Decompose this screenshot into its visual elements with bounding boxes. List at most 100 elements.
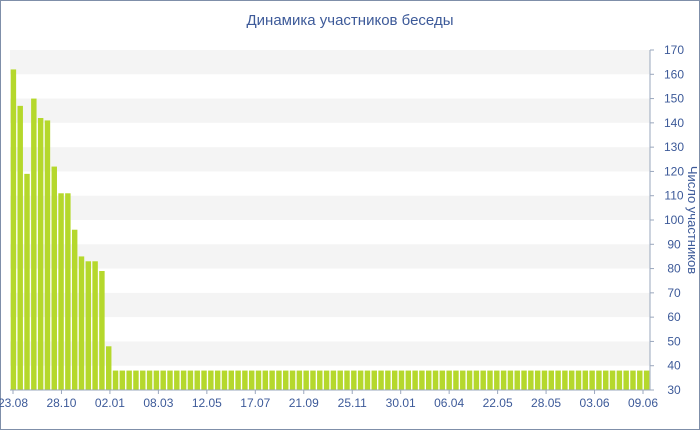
bar: [643, 370, 650, 390]
bar: [92, 261, 98, 390]
bar: [344, 370, 350, 390]
bar: [283, 370, 289, 390]
bar: [494, 370, 500, 390]
grid-band: [10, 147, 650, 172]
y-axis-title: Число участников: [685, 166, 700, 274]
bar: [364, 370, 371, 390]
grid-band: [10, 244, 650, 269]
bar: [357, 370, 364, 390]
bar: [487, 370, 493, 390]
bar: [507, 370, 514, 390]
chart-title: Динамика участников беседы: [246, 12, 454, 29]
x-tick-label: 23.08: [0, 396, 28, 410]
bar: [432, 370, 439, 390]
bar: [589, 370, 595, 390]
bar: [466, 370, 473, 390]
bar: [330, 370, 337, 390]
bar: [17, 105, 23, 390]
y-tick-label: 120: [664, 164, 684, 178]
grid-band: [10, 98, 650, 123]
y-tick-label: 40: [667, 359, 681, 373]
grid-band: [10, 292, 650, 318]
x-tick-label: 12.05: [192, 396, 222, 410]
bar: [371, 370, 377, 390]
bar: [71, 229, 78, 390]
grid-band: [10, 341, 650, 366]
bar: [323, 370, 330, 390]
x-tick-label: 02.01: [95, 396, 125, 410]
bar: [140, 370, 146, 390]
x-tick-label: 28.05: [531, 396, 561, 410]
bar: [51, 166, 57, 390]
bar: [174, 370, 180, 390]
bar: [514, 370, 520, 390]
bar: [208, 370, 214, 390]
bar: [112, 370, 119, 390]
y-tick-label: 170: [664, 43, 684, 57]
x-tick-label: 21.09: [289, 396, 319, 410]
y-tick-label: 160: [664, 67, 684, 81]
bar: [126, 370, 132, 390]
bar: [296, 370, 303, 390]
bar: [391, 370, 398, 390]
x-tick-label: 17.07: [240, 396, 270, 410]
bar: [419, 370, 425, 390]
y-tick-label: 150: [664, 92, 684, 106]
bar: [500, 370, 507, 390]
y-tick-label: 90: [667, 237, 681, 251]
bar: [160, 370, 166, 390]
y-tick-label: 50: [667, 334, 681, 348]
bar: [276, 370, 282, 390]
bar: [58, 193, 64, 390]
bar: [568, 370, 575, 390]
bar: [106, 346, 112, 390]
bar: [235, 370, 241, 390]
bar: [10, 69, 17, 390]
bar: [78, 256, 85, 390]
y-tick-label: 140: [664, 116, 684, 130]
bar: [453, 370, 459, 390]
bar: [24, 173, 30, 390]
bar: [446, 370, 452, 390]
x-tick-label: 09.06: [628, 396, 658, 410]
bar: [310, 370, 316, 390]
bar: [609, 370, 616, 390]
bar: [255, 370, 262, 390]
bar: [541, 370, 548, 390]
bar: [575, 370, 582, 390]
bar: [146, 370, 153, 390]
y-tick-label: 60: [667, 310, 681, 324]
bar: [31, 98, 37, 391]
bar: [623, 370, 629, 390]
bar: [596, 370, 602, 390]
bar: [187, 370, 194, 390]
bar: [221, 370, 228, 390]
bar: [201, 370, 207, 390]
y-tick-label: 110: [664, 189, 683, 203]
bar: [616, 370, 623, 390]
bar: [630, 370, 636, 390]
bar: [378, 370, 384, 390]
bar: [303, 370, 309, 390]
bar: [194, 370, 200, 390]
grid-band: [10, 195, 650, 220]
y-tick-label: 70: [667, 286, 681, 300]
bar: [473, 370, 480, 390]
bar: [133, 370, 139, 390]
bar: [603, 370, 609, 390]
x-tick-label: 25.11: [338, 396, 367, 410]
bar: [562, 370, 568, 390]
x-tick-label: 06.04: [434, 396, 464, 410]
bar: [85, 261, 92, 390]
x-tick-label: 08.03: [143, 396, 173, 410]
x-tick-label: 03.06: [580, 396, 610, 410]
bar: [119, 370, 126, 390]
bar: [398, 370, 405, 390]
grid-band: [10, 50, 650, 75]
bar: [582, 370, 589, 390]
bar: [439, 370, 446, 390]
bar: [460, 370, 466, 390]
bar: [412, 370, 418, 390]
bar: [426, 370, 432, 390]
